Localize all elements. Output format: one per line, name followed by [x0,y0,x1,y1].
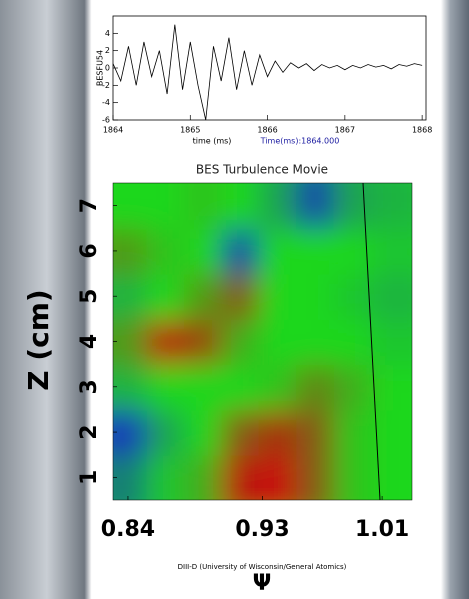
dynamic-layer: -6 -4 -2 0 2 4 1864 1865 1866 1867 1868 1 2 3 4 5 6 7 0.84… [77,24,432,542]
x-tick-label: 0.84 [101,517,155,542]
time-annotation: Time(ms):1864.000 [260,137,340,146]
heatmap-cell [113,409,148,456]
heatmap-cell [146,318,186,366]
y-tick-label: 1 [77,470,102,485]
heatmap-cell [258,273,298,320]
x-tick-label: 1867 [335,126,355,135]
x-axis-label: time (ms) [193,137,232,146]
heatmap-cell [296,228,335,275]
y-tick-label: 6 [77,243,102,258]
x-tick-label: 1865 [180,126,200,135]
heatmap-cell [113,364,148,411]
heatmap-area [113,183,412,500]
heatmap-cell [296,318,335,366]
heatmap-cell [370,183,412,230]
source-note: DIII-D (University of Wisconsin/General … [178,563,347,571]
heatmap-cell [370,409,412,456]
x-tick-label: 1866 [257,126,277,135]
heatmap-cell [258,183,298,230]
heatmap-cell [146,228,186,275]
heatmap-cell [113,183,148,230]
heatmap-cell [221,454,260,500]
heatmap-cell [296,273,335,320]
heatmap-cell [184,409,223,456]
x-tick-label: 0.93 [235,517,289,542]
heatmap-cell [184,318,223,366]
y-tick-label: 7 [77,198,102,213]
heatmap-cell [296,364,335,411]
heatmap-cell [258,454,298,500]
heatmap-cell [113,273,148,320]
heatmap-cell [221,228,260,275]
y-tick-label: 2 [105,46,110,55]
heatmap-cell [113,454,148,500]
heatmap-cell [146,273,186,320]
y-axis-label: BESFU54 [96,50,105,86]
x-tick-label: 1868 [412,126,432,135]
heatmap-cell [258,228,298,275]
heatmap-cell [333,409,372,456]
heatmap-cell [113,228,148,275]
heatmap-cell [370,228,412,275]
heatmap-cell [258,318,298,366]
data-line [112,24,423,121]
heatmap-cell [296,409,335,456]
x-tick-label: 1864 [103,126,123,135]
heatmap-cell [296,454,335,500]
y-tick-label: 4 [77,334,102,349]
heatmap-cell [221,364,260,411]
chart-title: BES Turbulence Movie [196,163,328,177]
heatmap-field [113,183,412,500]
heatmap-cell [258,364,298,411]
y-tick-label: -2 [102,81,110,90]
heatmap-cell [146,364,186,411]
heatmap-cell [221,318,260,366]
heatmap-cell [333,318,372,366]
heatmap-cell [184,228,223,275]
heatmap-cell [370,273,412,320]
y-tick-label: 4 [105,29,110,38]
heatmap-cell [184,364,223,411]
y-tick-label: 2 [77,424,102,439]
separatrix-line [362,182,381,501]
heatmap-cell [258,409,298,456]
heatmap-cell [184,454,223,500]
heatmap-cell [296,183,335,230]
heatmap-cell [370,318,412,366]
heatmap-cell [333,454,372,500]
heatmap-cell [221,409,260,456]
y-tick-label: 5 [77,289,102,304]
heatmap-cell [146,409,186,456]
heatmap-cell [333,273,372,320]
heatmap-cell [333,364,372,411]
heatmap-cell [146,454,186,500]
y-tick-label: 0 [105,64,110,73]
heatmap-cell [370,364,412,411]
x-axis-label: Ψ [253,571,272,596]
heatmap-cell [184,183,223,230]
heatmap-cell [333,183,372,230]
heatmap-cell [184,273,223,320]
x-tick-label: 1.01 [355,517,409,542]
y-tick-label: 3 [77,379,102,394]
heatmap-cell [221,273,260,320]
y-tick-label: -6 [102,116,110,125]
y-axis-label: Z (cm) [22,289,55,390]
line-frame [112,15,427,121]
heatmap-cell [113,318,148,366]
y-tick-label: -4 [102,98,110,107]
heatmap-cell [146,183,186,230]
heatmap-cell [221,183,260,230]
